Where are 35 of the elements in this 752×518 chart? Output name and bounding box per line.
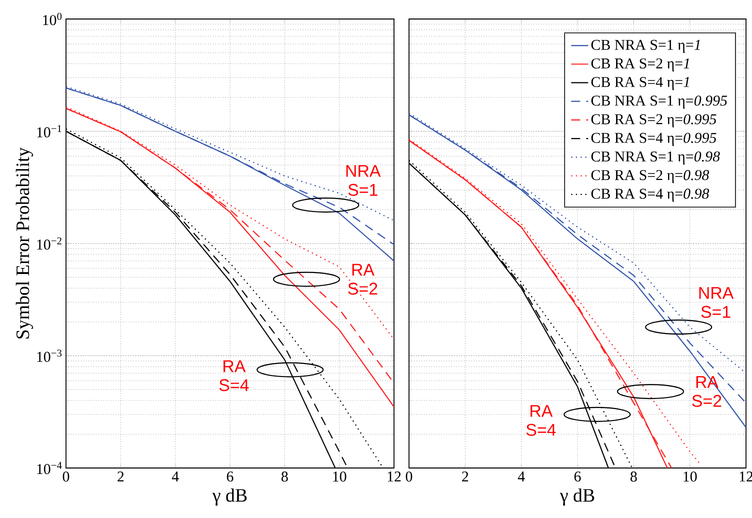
y-tick-label: 10$^{−3}$ <box>37 350 62 362</box>
annotation: RA S=4 <box>526 405 556 436</box>
x-tick-label: 10 <box>333 472 346 482</box>
x-tick-label: 6 <box>226 472 234 482</box>
legend-label: CB RA S=4 η=1 <box>591 77 689 90</box>
legend-label: CB NRA S=1 η=0.995 <box>591 96 728 109</box>
x-axis-title: γ dB <box>560 488 594 506</box>
legend-label: CB RA S=2 η=1 <box>591 58 689 72</box>
legend-label: CB RA S=2 η=0.98 <box>591 170 710 184</box>
x-axis-title: γ dB <box>212 488 247 506</box>
y-tick-label: 10$^{−4}$ <box>37 462 62 474</box>
legend-label: CB RA S=4 η=0.98 <box>591 188 710 202</box>
annotation: RA S=2 <box>348 264 378 295</box>
x-tick-label: 6 <box>574 472 581 482</box>
y-tick-label: 10$^{0}$ <box>43 12 62 26</box>
x-tick-label: 4 <box>172 472 179 482</box>
x-tick-label: 4 <box>518 472 525 482</box>
x-tick-label: 0 <box>406 472 412 482</box>
y-tick-label: 10$^{−2}$ <box>37 237 62 250</box>
legend-label: CB NRA S=1 η=1 <box>591 40 700 53</box>
legend-label: CB RA S=4 η=0.995 <box>591 132 716 146</box>
x-tick-label: 2 <box>462 472 468 482</box>
y-axis-title: Symbol Error Probability <box>16 147 34 338</box>
x-tick-label: 0 <box>62 472 70 482</box>
x-tick-label: 12 <box>388 472 401 482</box>
x-tick-label: 8 <box>281 472 288 482</box>
legend-label: CB NRA S=1 η=0.98 <box>591 151 720 165</box>
legend-label: CB RA S=2 η=0.995 <box>591 114 716 128</box>
annotation: RA S=4 <box>219 360 249 392</box>
annotation: NRA S=1 <box>346 165 381 196</box>
annotation: NRA S=1 <box>699 287 734 318</box>
x-tick-label: 8 <box>630 472 637 482</box>
y-tick-label: 10$^{−1}$ <box>37 125 62 138</box>
x-tick-label: 2 <box>118 472 124 482</box>
x-tick-label: 10 <box>684 472 697 482</box>
